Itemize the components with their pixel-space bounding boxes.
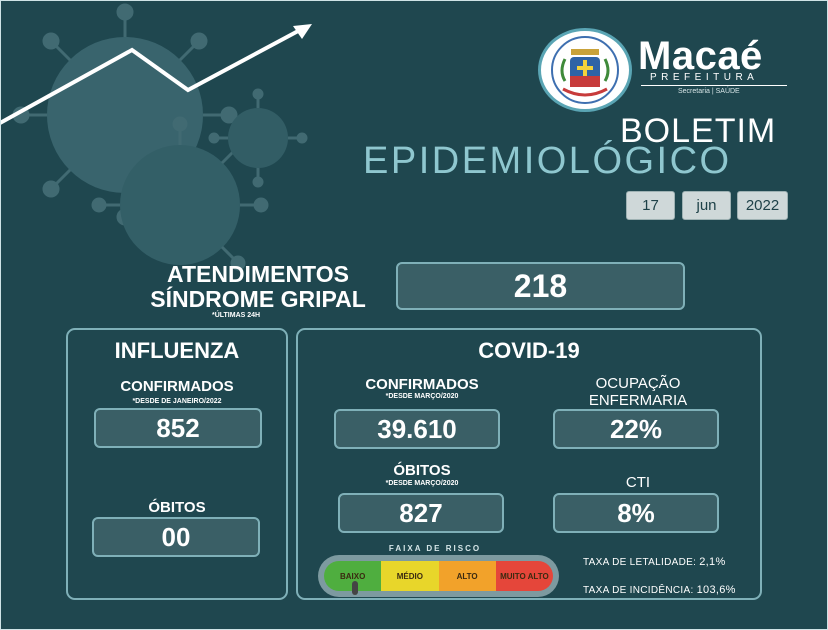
coat-of-arms-icon: [538, 28, 632, 112]
covid-ocupacao-value: 22%: [553, 409, 719, 449]
atendimentos-note: *ÚLTIMAS 24H: [212, 312, 261, 319]
covid-obitos-value: 827: [338, 493, 504, 533]
org-subtitle: PREFEITURA: [650, 72, 759, 83]
covid-cti-label: CTI: [625, 474, 651, 491]
covid-obitos-note: *DESDE MARÇO/2020: [385, 480, 459, 487]
risk-scale-segments: BAIXO MÉDIO ALTO MUITO ALTO: [324, 561, 553, 591]
covid-ocupacao-label-line1: OCUPAÇÃO: [595, 375, 681, 392]
atendimentos-title-line1: ATENDIMENTOS: [167, 261, 349, 287]
covid-title: COVID-19: [478, 338, 580, 363]
title-epidemiologico: EPIDEMIOLÓGICO: [363, 140, 732, 182]
logo-divider: [641, 85, 787, 86]
influenza-title: INFLUENZA: [114, 338, 240, 363]
influenza-confirmados-value: 852: [94, 408, 262, 448]
org-name: Macaé: [638, 34, 763, 78]
covid-cti-value: 8%: [553, 493, 719, 533]
atendimentos-value: 218: [396, 262, 685, 310]
influenza-obitos-label: ÓBITOS: [148, 499, 206, 516]
letalidade-row: TAXA DE LETALIDADE: 2,1%: [583, 556, 726, 568]
atendimentos-title-line2: SÍNDROME GRIPAL: [150, 286, 366, 312]
risk-level-3: ALTO: [438, 561, 496, 591]
incidencia-row: TAXA DE INCIDÊNCIA: 103,6%: [583, 584, 736, 596]
covid-ocupacao-label: OCUPAÇÃO ENFERMARIA: [548, 375, 728, 409]
risk-indicator-icon: [352, 581, 358, 595]
risk-level-4: MUITO ALTO: [495, 561, 553, 591]
covid-obitos-label: ÓBITOS: [393, 462, 451, 479]
risk-level-2: MÉDIO: [381, 561, 439, 591]
influenza-confirmados-note: *DESDE DE JANEIRO/2022: [132, 398, 222, 405]
influenza-panel: [66, 328, 288, 600]
incidencia-value: 103,6%: [696, 584, 736, 596]
date-day: 17: [626, 191, 675, 220]
letalidade-value: 2,1%: [699, 556, 726, 568]
covid-ocupacao-label-line2: ENFERMARIA: [588, 392, 688, 409]
date-year: 2022: [737, 191, 788, 220]
department-label: Secretaria | SAÚDE: [678, 88, 740, 95]
influenza-confirmados-label: CONFIRMADOS: [120, 378, 234, 395]
letalidade-label: TAXA DE LETALIDADE:: [583, 557, 697, 568]
influenza-obitos-value: 00: [92, 517, 260, 557]
covid-confirmados-value: 39.610: [334, 409, 500, 449]
atendimentos-title: ATENDIMENTOS SÍNDROME GRIPAL: [118, 262, 398, 312]
incidencia-label: TAXA DE INCIDÊNCIA:: [583, 585, 694, 596]
covid-panel: [296, 328, 762, 600]
title-boletim: BOLETIM: [620, 112, 777, 150]
covid-confirmados-note: *DESDE MARÇO/2020: [385, 393, 459, 400]
date-month: jun: [682, 191, 731, 220]
risk-scale-title: FAIXA DE RISCO: [388, 544, 482, 553]
covid-confirmados-label: CONFIRMADOS: [365, 376, 479, 393]
risk-scale: BAIXO MÉDIO ALTO MUITO ALTO: [318, 555, 559, 597]
